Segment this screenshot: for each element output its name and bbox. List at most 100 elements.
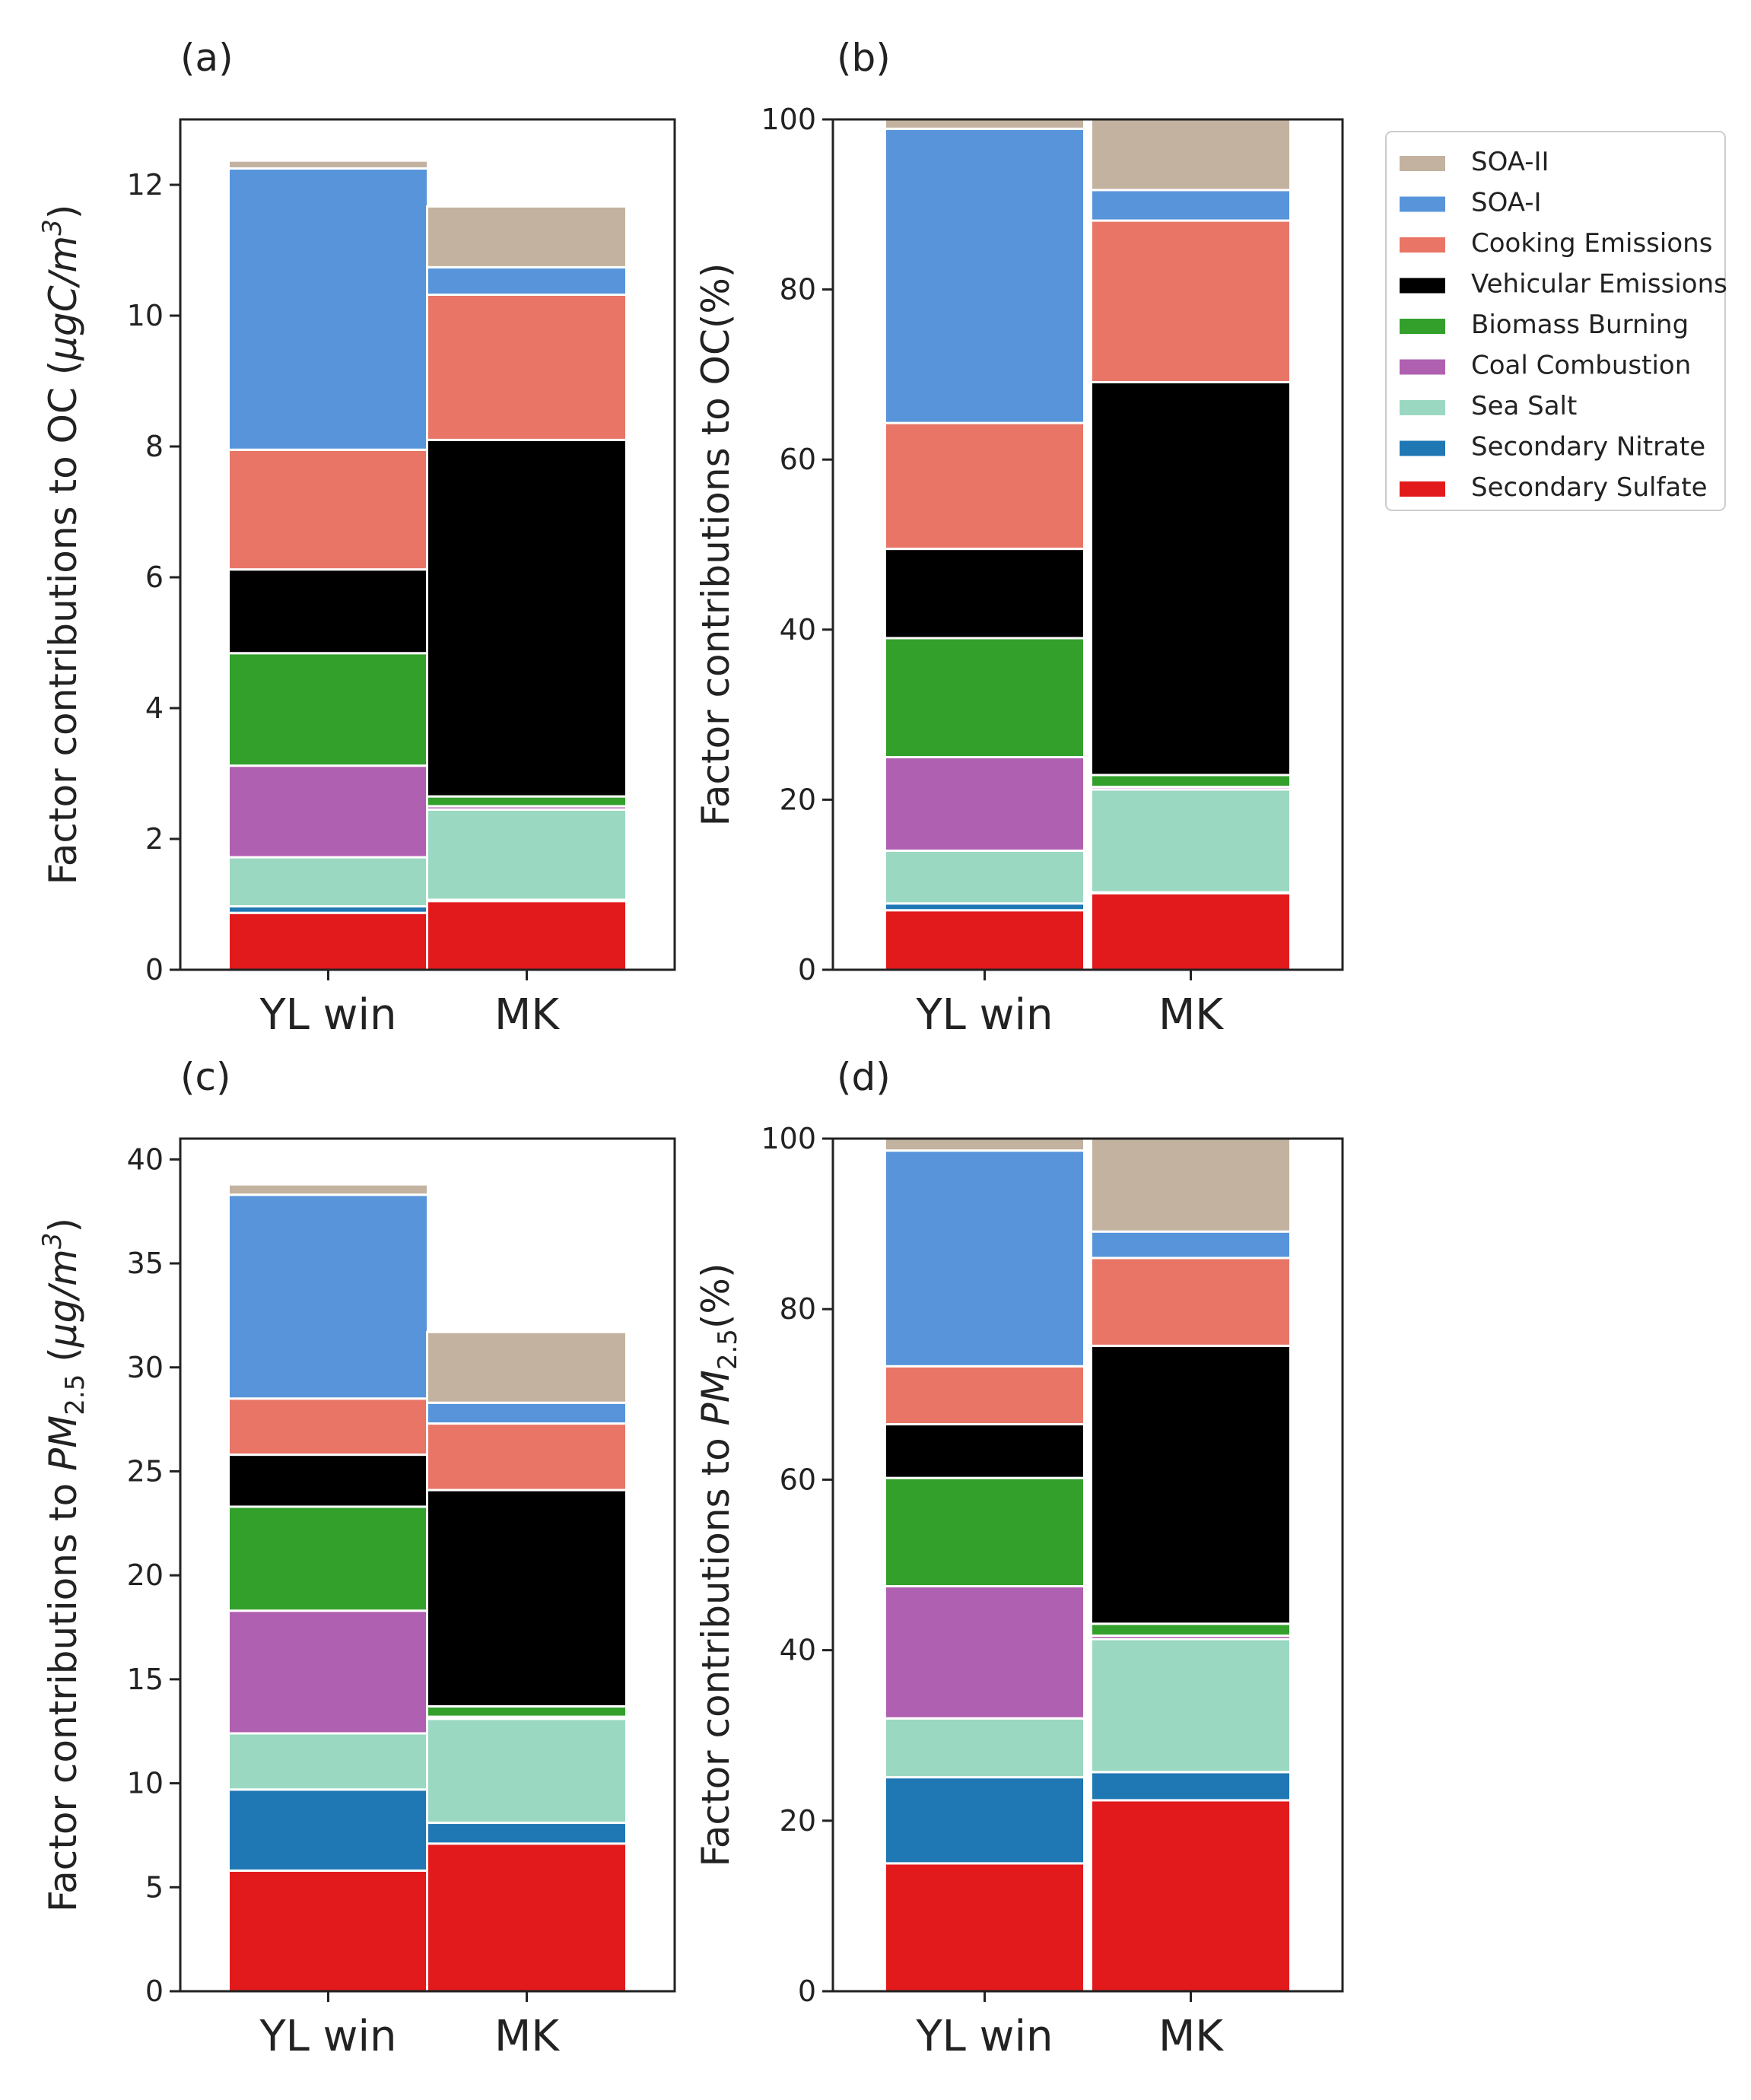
bar-segment <box>227 1183 429 1196</box>
bar-segment <box>227 911 429 971</box>
y-axis-label: Factor contributions to PM2.5​(%) <box>694 1263 743 1867</box>
bar-segment <box>227 1505 429 1612</box>
bar-segment <box>426 1330 628 1404</box>
bar-segment <box>884 1149 1085 1368</box>
y-tick-label: 35 <box>127 1247 164 1280</box>
y-tick-label: 5 <box>145 1870 164 1904</box>
y-tick-label: 100 <box>761 1122 816 1155</box>
legend-swatch <box>1400 156 1445 171</box>
y-tick-label: 0 <box>145 1975 164 2008</box>
x-tick-label: YL win <box>259 2012 396 2061</box>
bar-segment <box>227 1869 429 1993</box>
legend-swatch <box>1400 319 1445 334</box>
legend-label: SOA-I <box>1471 188 1542 218</box>
bar-segment <box>1090 1257 1292 1347</box>
y-tick-label: 0 <box>798 953 816 986</box>
panel-b: (b) 0 20 40 60 80 100 YL win MK Factor contributi… <box>694 36 1344 1040</box>
bar-segment <box>227 1788 429 1872</box>
y-tick-label: 0 <box>145 953 164 986</box>
bar-segment <box>1090 1230 1292 1260</box>
bar-segment <box>426 900 628 971</box>
y-tick-label: 20 <box>780 1804 816 1838</box>
bar-segment <box>884 1776 1085 1865</box>
bar-segment <box>227 1453 429 1508</box>
bar-segment <box>1090 774 1292 789</box>
y-tick-label: 60 <box>780 443 816 476</box>
legend-swatch <box>1400 400 1445 415</box>
bar-segment <box>884 1862 1085 1993</box>
bar-segment <box>227 159 429 170</box>
bar-segment <box>884 1476 1085 1588</box>
x-tick-label: YL win <box>915 990 1053 1040</box>
bar-segment <box>1090 1799 1292 1993</box>
panel-a: (a) 0 2 4 6 8 10 12 YL win MK Factor contributions… <box>37 36 676 1040</box>
y-tick-label: 80 <box>780 273 816 307</box>
bar-segment <box>227 1732 429 1791</box>
legend-swatch <box>1400 481 1445 497</box>
y-tick-label: 40 <box>780 613 816 647</box>
legend: SOA-II SOA-I Cooking Emissions Vehicular Em… <box>1385 131 1727 511</box>
bar-segment <box>227 652 429 767</box>
bar-segment <box>884 548 1085 640</box>
bar-segment <box>884 1717 1085 1779</box>
y-ticks: 0 5 10 15 20 25 30 35 40 <box>127 1142 180 2008</box>
bar-segment <box>884 1585 1085 1720</box>
bar-segment <box>884 1423 1085 1479</box>
y-tick-label: 20 <box>127 1558 164 1592</box>
legend-label: Secondary Sulfate <box>1471 472 1708 503</box>
y-tick-label: 4 <box>145 691 164 725</box>
y-tick-label: 80 <box>780 1292 816 1326</box>
y-tick-label: 10 <box>127 299 164 332</box>
legend-label: Biomass Burning <box>1471 310 1689 340</box>
bar-segment <box>227 448 429 571</box>
x-tick-label: YL win <box>259 990 396 1040</box>
y-ticks: 0 20 40 60 80 100 <box>761 103 833 986</box>
bar-segment <box>426 1822 628 1845</box>
axes-frame <box>179 118 676 971</box>
bar-segment <box>1090 219 1292 383</box>
bar-segment <box>1090 189 1292 222</box>
bar-segment <box>884 756 1085 852</box>
bar-segment <box>426 1488 628 1708</box>
bar-segment <box>1090 1344 1292 1625</box>
bars <box>884 1137 1292 1993</box>
bar-segment <box>227 568 429 655</box>
legend-label: Sea Salt <box>1471 391 1577 421</box>
y-tick-label: 6 <box>145 561 164 594</box>
y-axis-label: Factor contributions to OC (μgC/m3​) <box>37 205 85 885</box>
bars <box>227 159 628 971</box>
panel-c: (c) 0 5 10 15 20 25 30 35 40 YL win MK Factor contri… <box>37 1055 676 2061</box>
bar-segment <box>884 849 1085 905</box>
legend-label: Coal Combustion <box>1471 351 1691 381</box>
bar-segment <box>426 1704 628 1718</box>
y-tick-label: 40 <box>780 1634 816 1667</box>
bar-segment <box>426 795 628 808</box>
bars <box>884 118 1292 971</box>
bar-segment <box>1090 1622 1292 1638</box>
y-ticks: 0 2 4 6 8 10 12 <box>127 168 180 986</box>
bar-segment <box>227 1397 429 1457</box>
legend-swatch <box>1400 440 1445 456</box>
legend-swatch <box>1400 359 1445 375</box>
bar-segment <box>426 205 628 268</box>
x-ticks: YL win MK <box>915 970 1224 1040</box>
bar-segment <box>426 265 628 296</box>
axes-frame <box>831 1137 1344 1993</box>
bar-segment <box>884 127 1085 424</box>
bar-segment <box>426 438 628 798</box>
legend-label: Secondary Nitrate <box>1471 432 1705 462</box>
y-tick-label: 8 <box>145 430 164 463</box>
x-tick-label: YL win <box>915 2012 1053 2061</box>
y-tick-label: 12 <box>127 168 164 202</box>
panel-label: (d) <box>837 1055 891 1099</box>
bar-segment <box>227 1193 429 1400</box>
y-tick-label: 100 <box>761 103 816 136</box>
bar-segment <box>884 637 1085 758</box>
x-tick-label: MK <box>1158 990 1224 1040</box>
legend-swatch <box>1400 196 1445 212</box>
y-tick-label: 15 <box>127 1663 164 1696</box>
bar-segment <box>884 909 1085 971</box>
y-ticks: 0 20 40 60 80 100 <box>761 1122 833 2008</box>
legend-swatch <box>1400 278 1445 294</box>
